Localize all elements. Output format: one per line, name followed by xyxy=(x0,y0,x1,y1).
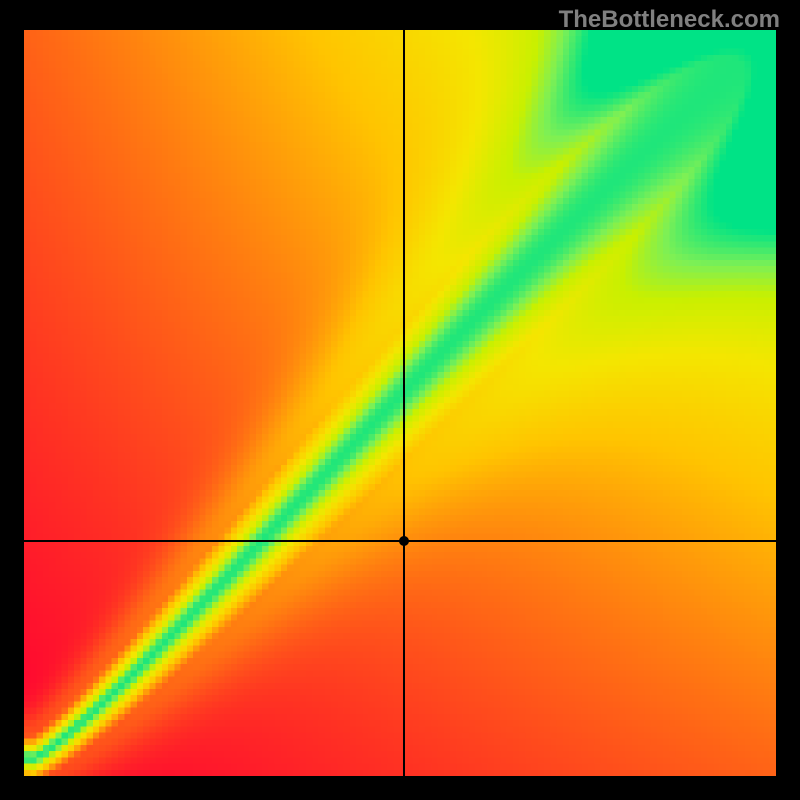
data-point-marker xyxy=(399,536,409,546)
crosshair-vertical xyxy=(403,30,405,776)
chart-container: TheBottleneck.com xyxy=(0,0,800,800)
plot-area xyxy=(24,30,776,776)
watermark-text: TheBottleneck.com xyxy=(559,6,780,34)
heatmap-canvas xyxy=(24,30,776,776)
